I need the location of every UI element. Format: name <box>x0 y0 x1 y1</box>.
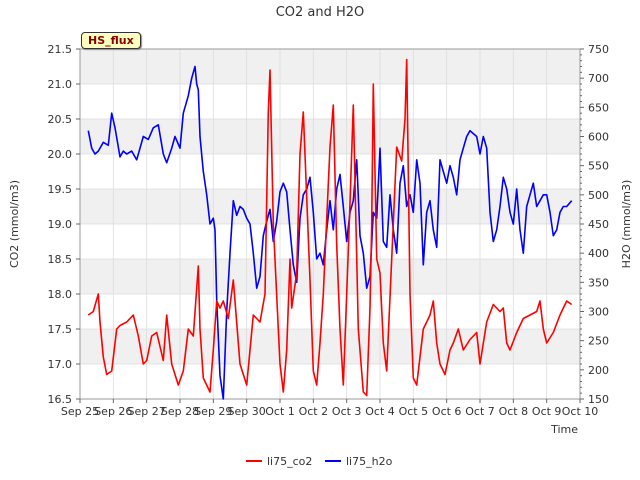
right-tick-label: 600 <box>588 131 609 144</box>
x-tick-label: Oct 7 <box>465 405 495 418</box>
right-tick-label: 550 <box>588 160 609 173</box>
right-axis-ticks: 150 200 250 300 350 400 450 500 550 600 650 700 750 <box>580 43 609 406</box>
right-tick-label: 350 <box>588 276 609 289</box>
left-tick-label: 21.5 <box>48 43 73 56</box>
x-tick-label: Oct 9 <box>532 405 562 418</box>
series-lines <box>87 58 573 400</box>
x-axis-label: Time <box>550 423 578 436</box>
x-tick-label: Oct 3 <box>332 405 362 418</box>
right-tick-label: 700 <box>588 72 609 85</box>
right-tick-label: 250 <box>588 335 609 348</box>
left-tick-label: 19.5 <box>48 183 73 196</box>
right-tick-label: 150 <box>588 393 609 406</box>
right-tick-label: 450 <box>588 218 609 231</box>
series-line-li75_co2 <box>87 58 573 397</box>
left-tick-label: 19.0 <box>48 218 73 231</box>
left-axis-ticks: 16.5 17.0 17.5 18.0 18.5 19.0 19.5 20.0 20.5 21.0… <box>48 43 80 406</box>
left-tick-label: 20.5 <box>48 113 73 126</box>
left-tick-label: 17.0 <box>48 358 73 371</box>
left-tick-label: 17.5 <box>48 323 73 336</box>
x-tick-label: Oct 4 <box>365 405 395 418</box>
series-line-li75_h2o <box>87 65 573 400</box>
x-tick-label: Sep 30 <box>228 405 266 418</box>
right-tick-label: 200 <box>588 364 609 377</box>
x-tick-label: Sep 26 <box>94 405 132 418</box>
background-band <box>80 49 580 84</box>
x-tick-label: Sep 25 <box>61 405 99 418</box>
background-band <box>80 259 580 294</box>
hs-flux-badge: HS_flux <box>81 32 141 49</box>
x-tick-label: Oct 1 <box>265 405 295 418</box>
left-tick-label: 18.5 <box>48 253 73 266</box>
legend-label-co2: li75_co2 <box>267 455 312 468</box>
left-tick-label: 20.0 <box>48 148 73 161</box>
chart-title: CO2 and H2O <box>276 5 365 20</box>
right-tick-label: 400 <box>588 247 609 260</box>
x-tick-label: Sep 27 <box>128 405 166 418</box>
left-tick-label: 16.5 <box>48 393 73 406</box>
x-tick-label: Sep 29 <box>194 405 232 418</box>
y-axis-label-right: H2O (mmol/m3) <box>620 180 633 269</box>
right-tick-label: 750 <box>588 43 609 56</box>
x-tick-label: Oct 2 <box>299 405 329 418</box>
x-tick-label: Oct 5 <box>399 405 429 418</box>
right-tick-label: 500 <box>588 189 609 202</box>
legend: li75_co2 li75_h2o <box>246 455 393 468</box>
x-tick-label: Sep 28 <box>161 405 199 418</box>
left-tick-label: 18.0 <box>48 288 73 301</box>
y-axis-label-left: CO2 (mmol/m3) <box>8 180 21 268</box>
left-tick-label: 21.0 <box>48 78 73 91</box>
x-tick-label: Oct 10 <box>562 405 599 418</box>
right-tick-label: 650 <box>588 101 609 114</box>
x-tick-label: Oct 6 <box>432 405 462 418</box>
plot-background-bands <box>80 49 580 364</box>
legend-label-h2o: li75_h2o <box>346 455 393 468</box>
x-tick-label: Oct 8 <box>499 405 529 418</box>
right-tick-label: 300 <box>588 306 609 319</box>
